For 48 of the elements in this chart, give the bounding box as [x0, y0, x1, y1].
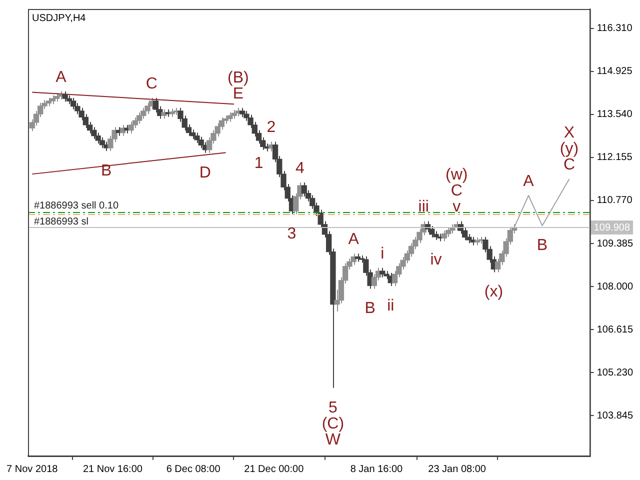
annotation: A [56, 68, 67, 86]
annotation: iii [418, 198, 429, 216]
annotation: (w) [445, 166, 468, 184]
y-tick-label: 113.540 [596, 109, 633, 120]
annotation: 2 [266, 119, 276, 136]
y-tick-label: 110.770 [596, 195, 633, 206]
annotation: 4 [296, 160, 305, 177]
y-tick-label: 109.385 [596, 238, 634, 250]
annotation: D [199, 164, 211, 182]
annotation: A [348, 231, 360, 248]
y-tick-label: 112.155 [596, 152, 633, 164]
x-tick-label: 7 Nov 2018 [6, 464, 58, 475]
annotation: X [564, 124, 575, 142]
x-tick-label: 6 Dec 08:00 [166, 464, 221, 475]
annotation: A [523, 172, 534, 190]
annotation: (x) [484, 284, 504, 301]
x-tick-label: 8 Jan 16:00 [350, 464, 404, 475]
y-tick-label: 105.230 [596, 367, 634, 378]
annotation: (y) [560, 140, 579, 158]
x-tick-label: 23 Jan 08:00 [428, 464, 486, 475]
annotation: B [364, 300, 376, 318]
y-tick-label: 108.000 [596, 281, 634, 292]
annotation: C [450, 182, 462, 200]
annotation: W [325, 431, 342, 448]
annotation: 3 [287, 226, 296, 243]
y-tick-label: 114.925 [596, 66, 633, 78]
ref-line-label: #1886993 sl [34, 216, 88, 228]
y-tick-label: 103.845 [596, 410, 634, 422]
annotation: (C) [322, 415, 344, 432]
x-tick-label: 21 Dec 00:00 [244, 464, 304, 475]
annotation: 1 [254, 155, 264, 172]
ref-line-label: #1886993 sell 0.10 [34, 200, 119, 212]
annotation: B [536, 237, 548, 254]
ref-line-label: 109.908 [594, 222, 630, 234]
annotation: ii [387, 297, 394, 314]
chart-title: USDJPY,H4 [32, 12, 86, 24]
x-tick-label: 21 Nov 16:00 [82, 464, 143, 475]
y-tick-label: 106.615 [596, 324, 634, 336]
annotation: i [380, 245, 384, 262]
annotation: (B) [228, 69, 249, 86]
annotation: E [232, 85, 244, 102]
y-tick-label: 116.310 [596, 23, 633, 34]
annotation: v [452, 198, 461, 216]
annotation: B [100, 162, 112, 180]
annotation: C [146, 75, 158, 92]
annotation: C [563, 156, 576, 174]
annotation: iv [430, 251, 442, 268]
annotation: 5 [328, 399, 338, 416]
